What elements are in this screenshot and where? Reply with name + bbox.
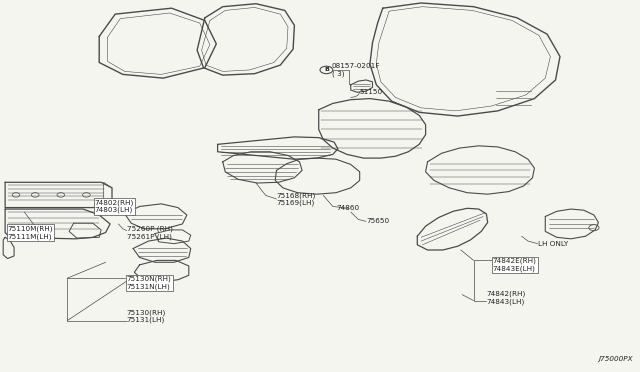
Text: 74802(RH)
74803(LH): 74802(RH) 74803(LH) (95, 199, 134, 214)
Text: J75000PX: J75000PX (598, 356, 632, 362)
Text: 74842(RH)
74843(LH): 74842(RH) 74843(LH) (486, 291, 525, 305)
Text: 75168(RH)
75169(LH): 75168(RH) 75169(LH) (276, 192, 316, 206)
Text: 74860: 74860 (336, 205, 359, 211)
Text: 75110M(RH)
75111M(LH): 75110M(RH) 75111M(LH) (8, 225, 53, 240)
Text: 51150: 51150 (360, 89, 383, 95)
Text: 75130(RH)
75131(LH): 75130(RH) 75131(LH) (127, 309, 166, 323)
Text: LH ONLY: LH ONLY (538, 241, 568, 247)
Text: 75260P (RH)
75261P (LH): 75260P (RH) 75261P (LH) (127, 225, 173, 240)
Text: 08157-0201F
( 3): 08157-0201F ( 3) (332, 63, 380, 77)
Text: 75130N(RH)
75131N(LH): 75130N(RH) 75131N(LH) (127, 276, 172, 290)
Text: 74842E(RH)
74843E(LH): 74842E(RH) 74843E(LH) (493, 258, 537, 272)
Text: 75650: 75650 (366, 218, 389, 224)
Text: B: B (324, 67, 329, 73)
